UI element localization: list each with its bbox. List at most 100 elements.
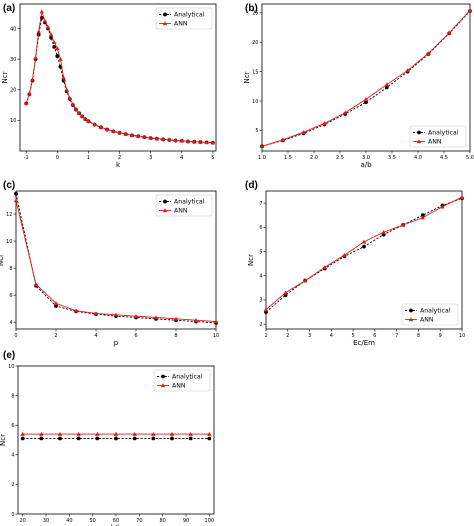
data-point-ann [30,77,35,82]
data-point-ann [192,139,197,144]
y-tick-label: 0 [11,512,14,518]
y-tick-label: 10 [10,118,16,124]
plot-frame [19,3,217,152]
data-point-ann [361,239,367,244]
y-tick-label: 15 [252,69,258,75]
data-point-ann [169,431,175,436]
series-line-analytical [265,197,463,313]
data-point-ann [117,130,122,135]
legend-marker-ann [162,21,168,26]
data-point-analytical [132,436,137,441]
y-tick-label: 4 [9,320,12,326]
data-point-analytical [420,213,425,218]
x-tick-label: 70 [136,518,142,524]
data-point-ann [113,431,119,436]
legend-label-ann: ANN [174,208,188,215]
data-point-analytical [114,436,118,441]
data-point-ann [136,133,141,138]
x-tick-label: 5 [211,155,214,161]
y-tick-label: 25 [252,11,258,17]
x-tick-label: 4.5 [440,155,448,161]
legend-marker-ann [160,383,166,388]
data-point-ann [67,95,72,100]
data-point-ann [92,122,97,127]
series-line-analytical [25,16,213,144]
data-point-ann [151,431,156,436]
panel-label: (e) [3,350,15,361]
x-tick-label: 2.0 [310,155,318,161]
chart-panel-5: (e) 20 30 40 50 60 70 80 90 100 0 2 4 6 8 10 b/h Ncr Analy… [0,350,215,526]
data-point-ann [154,136,160,141]
chart-panel-2: (b) 1.0 1.5 2.0 2.5 3.0 3.5 4.0 4.5 5.0 5 10 15 20 25 a… [243,3,474,169]
data-point-ann [188,431,193,436]
y-tick-label: 10 [252,99,258,105]
data-point-analytical [58,436,62,441]
data-point-ann [57,431,63,436]
data-point-analytical [207,436,212,441]
chart-panel-1: (a) -1 0 1 2 3 4 5 10 20 30 40 k Ncr Analytical ANN [1,3,217,169]
data-point-ann [301,129,306,134]
data-point-ann [61,75,66,80]
data-point-ann [381,229,386,234]
data-point-analytical [170,436,174,441]
panel-label: (b) [245,3,258,14]
data-point-ann [104,127,110,132]
data-point-ann [123,131,128,136]
legend-marker-ann [416,139,422,144]
data-point-ann [64,87,69,92]
plot-frame [15,190,217,330]
data-point-ann [113,312,119,317]
legend-label-ann: ANN [420,317,434,324]
data-point-ann [27,91,32,96]
y-axis-label: Ncr [247,254,255,266]
x-tick-label: 8 [417,333,420,339]
y-tick-label: 6 [9,293,12,299]
x-tick-label: 7 [395,333,398,339]
chart-panel-4: (d)1 2 3 4 5 6 7 8 9 10234567Ec/EmNcrAnalyticalAN… [245,180,465,347]
y-tick-label: 12 [6,212,12,218]
data-point-ann [132,431,137,436]
data-point-ann [58,56,63,61]
x-axis-label: a/b [360,161,372,169]
data-point-ann [83,116,88,121]
data-point-ann [55,46,60,51]
data-point-analytical [55,54,60,58]
data-point-ann [173,316,179,321]
x-tick-label: 3 [308,333,311,339]
legend-label-analytical: Analytical [420,308,451,315]
data-point-ann [36,29,41,34]
y-tick-label: 40 [10,26,16,32]
legend-marker-analytical [161,374,165,379]
y-axis-label: Ncr [243,71,251,83]
data-point-ann [33,55,38,60]
y-tick-label: 20 [252,40,258,46]
data-point-ann [20,431,25,436]
data-point-ann [467,8,473,13]
series-line-ann [25,11,213,144]
legend-marker-ann [408,317,414,322]
data-point-analytical [14,191,18,196]
data-point-ann [86,118,91,123]
x-tick-label: 6 [134,333,137,339]
y-tick-label: 10 [8,364,14,370]
plot-frame [265,190,463,330]
data-point-ann [53,301,59,306]
x-tick-label: 40 [66,518,72,524]
chart-panel-3: (c) 0 2 4 6 8 10 4 6 8 10 12 p Ncr Analytical ANN [0,180,219,347]
y-tick-label: 30 [10,57,16,63]
data-point-ann [73,106,79,111]
data-point-ann [280,137,285,142]
legend-label-analytical: Analytical [428,130,459,137]
data-point-ann [167,137,172,142]
x-tick-label: 2.5 [336,155,344,161]
x-tick-label: 1.5 [284,155,292,161]
x-tick-label: 8 [174,333,177,339]
data-point-analytical [151,436,156,441]
legend: Analytical ANN [409,125,467,148]
data-point-ann [322,121,327,126]
data-point-ann [342,252,347,257]
data-point-ann [39,431,44,436]
x-tick-label: 1 [87,155,90,161]
data-point-ann [459,194,465,199]
data-point-ann [148,135,153,140]
